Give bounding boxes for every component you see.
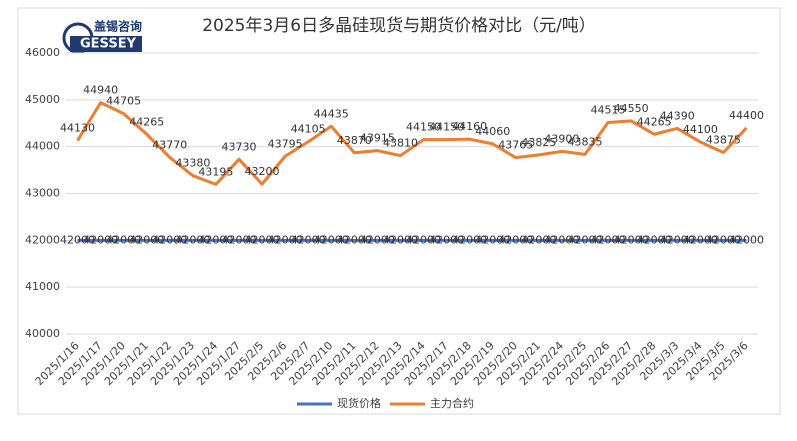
data-label: 42000 xyxy=(360,233,395,246)
data-label: 43915 xyxy=(360,132,395,145)
y-tick-label: 44000 xyxy=(25,140,60,153)
data-label: 43835 xyxy=(568,135,603,148)
data-label: 43870 xyxy=(337,134,372,147)
logo-name: 盖锡咨询 xyxy=(94,19,142,34)
y-tick-label: 41000 xyxy=(25,280,60,293)
data-label: 42000 xyxy=(452,233,487,246)
data-label: 43380 xyxy=(175,157,210,170)
data-label: 44515 xyxy=(591,104,626,117)
data-label: 42000 xyxy=(568,233,603,246)
data-label: 42000 xyxy=(544,233,579,246)
data-label: 44940 xyxy=(83,84,118,97)
data-label: 44265 xyxy=(129,115,164,128)
data-label: 43770 xyxy=(152,138,187,151)
data-label: 42000 xyxy=(106,233,141,246)
data-label: 42000 xyxy=(175,233,210,246)
logo-brand: GESSEY xyxy=(80,37,137,52)
data-label: 44160 xyxy=(452,120,487,133)
data-label: 42000 xyxy=(429,233,464,246)
data-label: 43900 xyxy=(544,132,579,145)
data-label: 44705 xyxy=(106,95,141,108)
data-label: 42000 xyxy=(637,233,672,246)
data-label: 42000 xyxy=(591,233,626,246)
legend-label: 主力合约 xyxy=(430,396,474,410)
data-label: 42000 xyxy=(129,233,164,246)
data-label: 44060 xyxy=(475,125,510,138)
data-label: 42000 xyxy=(222,233,257,246)
data-label: 43825 xyxy=(521,136,556,149)
data-label: 42000 xyxy=(498,233,533,246)
data-label: 44150 xyxy=(429,121,464,134)
data-label: 44105 xyxy=(291,123,326,136)
legend-label: 现货价格 xyxy=(337,396,381,410)
logo: GESSEY 盖锡咨询 xyxy=(62,19,142,54)
chart-frame xyxy=(17,7,781,415)
data-label: 43810 xyxy=(383,137,418,150)
data-label: 42000 xyxy=(83,233,118,246)
data-label: 42000 xyxy=(268,233,303,246)
logo-bar xyxy=(70,36,142,52)
y-tick-label: 42000 xyxy=(25,233,60,246)
data-label: 42000 xyxy=(406,233,441,246)
y-tick-label: 43000 xyxy=(25,187,60,200)
data-label: 44150 xyxy=(406,121,441,134)
y-tick-label: 40000 xyxy=(25,327,60,340)
data-label: 42000 xyxy=(660,233,695,246)
data-label: 42000 xyxy=(729,233,764,246)
data-label: 44390 xyxy=(660,109,695,122)
data-label: 42000 xyxy=(198,233,233,246)
data-label: 42000 xyxy=(475,233,510,246)
y-tick-label: 46000 xyxy=(25,46,60,59)
data-label: 42000 xyxy=(60,233,95,246)
data-label: 43795 xyxy=(268,137,303,150)
series-line xyxy=(76,101,748,186)
y-tick-label: 45000 xyxy=(25,93,60,106)
data-label: 44265 xyxy=(637,115,672,128)
data-label: 44100 xyxy=(683,123,718,136)
data-label: 43195 xyxy=(198,165,233,178)
data-label: 43200 xyxy=(245,165,280,178)
data-label: 43875 xyxy=(706,134,741,147)
data-label: 44400 xyxy=(729,109,764,122)
data-label: 42000 xyxy=(337,233,372,246)
data-label: 44130 xyxy=(60,122,95,135)
data-label: 42000 xyxy=(614,233,649,246)
data-label: 44550 xyxy=(614,102,649,115)
data-label: 42000 xyxy=(521,233,556,246)
data-label: 43765 xyxy=(498,139,533,152)
data-label: 42000 xyxy=(291,233,326,246)
data-label: 43730 xyxy=(222,140,257,153)
data-label: 42000 xyxy=(245,233,280,246)
data-label: 44435 xyxy=(314,107,349,120)
data-label: 42000 xyxy=(706,233,741,246)
data-label: 42000 xyxy=(383,233,418,246)
data-label: 42000 xyxy=(314,233,349,246)
data-label: 42000 xyxy=(683,233,718,246)
data-label: 42000 xyxy=(152,233,187,246)
chart-title: 2025年3月6日多晶硅现货与期货价格对比（元/吨） xyxy=(202,16,596,36)
